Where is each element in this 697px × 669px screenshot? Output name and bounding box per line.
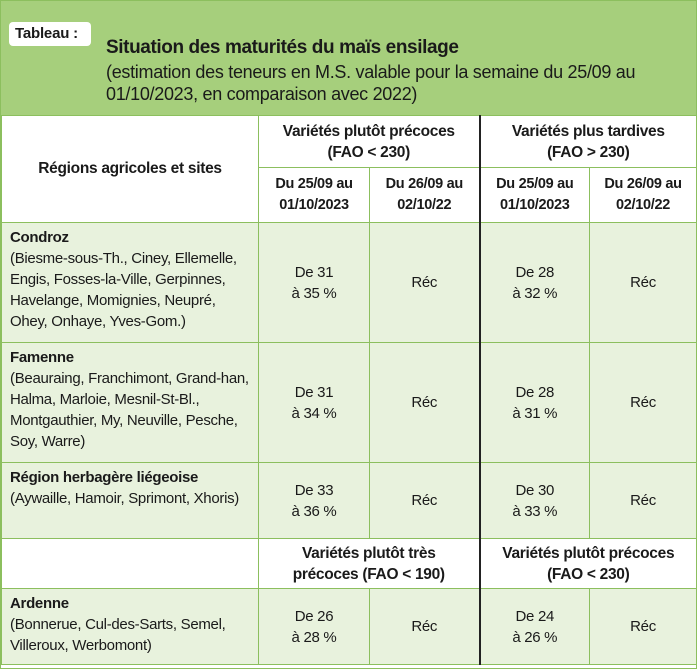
region-sites: (Bonnerue, Cul-des-Sarts, Semel, Villero… <box>10 616 226 654</box>
value-early-2022: Réc <box>368 222 481 343</box>
value-late-2023: De 28 à 31 % <box>478 342 591 463</box>
ardenne-group-header-row: Variétés plutôt très précoces (FAO < 190… <box>1 538 697 589</box>
subheader-early-2023: Du 25/09 au 01/10/2023 <box>258 167 370 223</box>
subheader-line2: 01/10/2023 <box>279 197 349 213</box>
value-early-2023: De 33 à 36 % <box>258 462 370 539</box>
value-line2: à 36 % <box>291 502 337 520</box>
table-row: Famenne (Beauraing, Franchimont, Grand-h… <box>1 342 697 463</box>
subheader-late-2023: Du 25/09 au 01/10/2023 <box>478 167 591 223</box>
group-header-late-line1: Variétés plus tardives <box>511 122 665 140</box>
value-late-2022: Réc <box>589 588 697 665</box>
region-sites: (Biesme-sous-Th., Ciney, Ellemelle, Engi… <box>10 250 237 330</box>
value-early-2022: Réc <box>368 342 481 463</box>
value-late-2023: De 28 à 32 % <box>478 222 591 343</box>
group-header-early-line2: (FAO < 230) <box>327 143 411 161</box>
group-header-line2: (FAO < 230) <box>547 565 630 583</box>
value-late-2023: De 30 à 33 % <box>478 462 591 539</box>
value-early-2023: De 26 à 28 % <box>258 588 370 665</box>
value-line1: De 30 <box>515 481 555 499</box>
value-line1: De 31 <box>294 263 334 281</box>
empty-cell <box>1 538 259 589</box>
table-title: Situation des maturités du maïs ensilage <box>106 37 459 58</box>
region-cell: Condroz (Biesme-sous-Th., Ciney, Ellemel… <box>1 222 259 343</box>
value-line2: à 28 % <box>291 628 337 646</box>
region-name: Région herbagère liégeoise <box>10 469 199 486</box>
value-late-2022: Réc <box>589 342 697 463</box>
value-early-2022: Réc <box>368 588 481 665</box>
subheader-early-2022: Du 26/09 au 02/10/22 <box>368 167 481 223</box>
region-name: Ardenne <box>10 595 69 612</box>
value-line2: à 31 % <box>512 404 558 422</box>
value-line1: De 28 <box>515 383 555 401</box>
subheader-line2: 01/10/2023 <box>499 197 570 213</box>
group-header-line1: Variétés plutôt précoces <box>502 544 675 562</box>
region-column-header: Régions agricoles et sites <box>1 115 259 223</box>
subheader-line1: Du 26/09 au <box>385 176 464 192</box>
maturity-table: Régions agricoles et sites Variétés plut… <box>1 115 697 665</box>
table-subtitle: (estimation des teneurs en M.S. valable … <box>106 62 636 104</box>
group-header-very-early: Variétés plutôt très précoces (FAO < 190… <box>257 538 481 589</box>
group-header-line1: Variétés plutôt très <box>301 544 436 562</box>
region-name: Famenne <box>10 349 74 366</box>
group-header-early: Variétés plutôt précoces (FAO < 230) <box>257 115 481 168</box>
group-header-line2: précoces (FAO < 190) <box>292 565 445 583</box>
value-line1: De 28 <box>515 263 555 281</box>
table-tag: Tableau : <box>9 22 91 46</box>
group-header-late-line2: (FAO > 230) <box>547 143 630 161</box>
value-line2: à 33 % <box>512 502 558 520</box>
value-line1: De 31 <box>294 383 334 401</box>
group-header-early-line1: Variétés plutôt précoces <box>282 122 455 140</box>
subheader-line1: Du 25/09 au <box>275 176 353 192</box>
value-late-2022: Réc <box>589 462 697 539</box>
subheader-line2: 02/10/22 <box>616 197 671 213</box>
value-line2: à 32 % <box>512 284 558 302</box>
region-name: Condroz <box>10 229 69 246</box>
subheader-line2: 02/10/22 <box>397 197 452 213</box>
region-cell: Famenne (Beauraing, Franchimont, Grand-h… <box>1 342 259 463</box>
value-line2: à 26 % <box>512 628 558 646</box>
value-early-2023: De 31 à 34 % <box>258 342 370 463</box>
value-line2: à 35 % <box>291 284 337 302</box>
table-row: Condroz (Biesme-sous-Th., Ciney, Ellemel… <box>1 222 697 343</box>
group-header-early-ardenne: Variétés plutôt précoces (FAO < 230) <box>478 538 697 589</box>
value-early-2022: Réc <box>368 462 481 539</box>
table-row: Région herbagère liégeoise (Aywaille, Ha… <box>1 462 697 539</box>
title-banner: Tableau : Situation des maturités du maï… <box>1 1 696 115</box>
value-early-2023: De 31 à 35 % <box>258 222 370 343</box>
region-cell: Ardenne (Bonnerue, Cul-des-Sarts, Semel,… <box>1 588 259 665</box>
value-late-2023: De 24 à 26 % <box>478 588 591 665</box>
group-header-late: Variétés plus tardives (FAO > 230) <box>478 115 697 168</box>
subheader-late-2022: Du 26/09 au 02/10/22 <box>589 167 697 223</box>
subheader-line1: Du 26/09 au <box>604 176 682 192</box>
region-sites: (Aywaille, Hamoir, Sprimont, Xhoris) <box>10 490 239 507</box>
value-line1: De 26 <box>294 607 334 625</box>
value-late-2022: Réc <box>589 222 697 343</box>
value-line2: à 34 % <box>291 404 337 422</box>
region-sites: (Beauraing, Franchimont, Grand-han, Halm… <box>10 370 249 450</box>
value-line1: De 33 <box>294 481 334 499</box>
subheader-line1: Du 25/09 au <box>496 176 574 192</box>
table-row: Ardenne (Bonnerue, Cul-des-Sarts, Semel,… <box>1 588 697 665</box>
region-cell: Région herbagère liégeoise (Aywaille, Ha… <box>1 462 259 539</box>
value-line1: De 24 <box>515 607 555 625</box>
